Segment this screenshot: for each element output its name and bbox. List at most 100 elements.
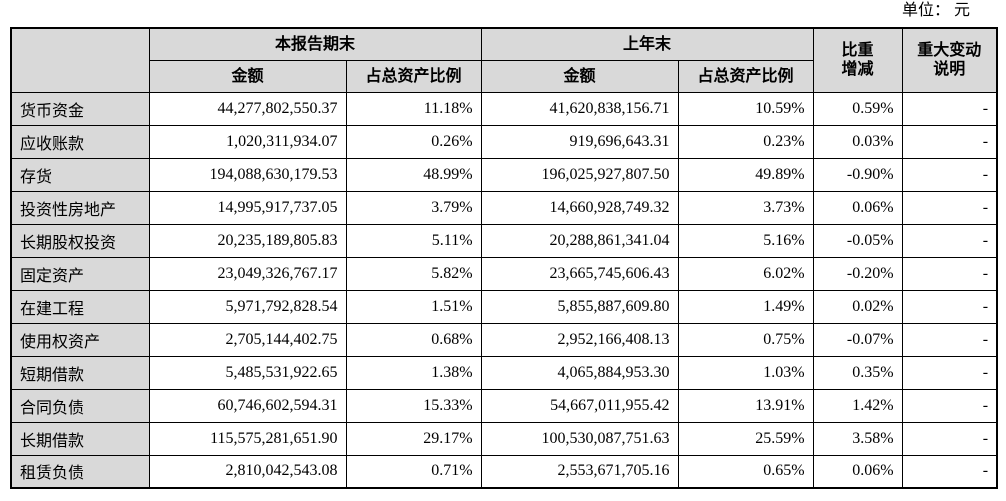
explanation-header-label: 重大变动说明 — [917, 42, 982, 79]
item-cell: 使用权资产 — [10, 322, 150, 357]
prior-amount-cell: 100,530,087,751.63 — [480, 421, 679, 456]
note-cell: - — [901, 289, 998, 324]
prior-ratio-cell: 0.65% — [677, 454, 814, 489]
item-cell: 货币资金 — [10, 91, 150, 126]
table-row: 短期借款 5,485,531,922.65 1.38% 4,065,884,953.3… — [10, 355, 998, 390]
current-amount-header: 金额 — [148, 59, 347, 93]
prior-ratio-cell: 1.49% — [677, 289, 814, 324]
note-cell: - — [901, 454, 998, 489]
note-cell: - — [901, 190, 998, 225]
change-cell: -0.05% — [812, 223, 903, 258]
item-cell: 在建工程 — [10, 289, 150, 324]
table-row: 合同负债 60,746,602,594.31 15.33% 54,667,011,95… — [10, 388, 998, 423]
table-row: 存货 194,088,630,179.53 48.99% 196,025,927,80… — [10, 157, 998, 192]
current-ratio-cell: 5.82% — [345, 256, 482, 291]
current-ratio-header: 占总资产比例 — [345, 59, 482, 93]
current-ratio-cell: 0.68% — [345, 322, 482, 357]
prior-ratio-cell: 1.03% — [677, 355, 814, 390]
table-row: 投资性房地产 14,995,917,737.05 3.79% 14,660,928,7… — [10, 190, 998, 225]
change-cell: 0.03% — [812, 124, 903, 159]
prior-amount-cell: 20,288,861,341.04 — [480, 223, 679, 258]
item-cell: 合同负债 — [10, 388, 150, 423]
prior-ratio-cell: 0.23% — [677, 124, 814, 159]
prior-ratio-cell: 25.59% — [677, 421, 814, 456]
current-ratio-cell: 0.26% — [345, 124, 482, 159]
prior-period-header: 上年末 — [480, 27, 814, 61]
prior-amount-cell: 23,665,745,606.43 — [480, 256, 679, 291]
note-cell: - — [901, 91, 998, 126]
table-row: 固定资产 23,049,326,767.17 5.82% 23,665,745,606… — [10, 256, 998, 291]
prior-ratio-cell: 6.02% — [677, 256, 814, 291]
note-cell: - — [901, 355, 998, 390]
current-ratio-cell: 11.18% — [345, 91, 482, 126]
current-ratio-cell: 5.11% — [345, 223, 482, 258]
item-cell: 投资性房地产 — [10, 190, 150, 225]
prior-ratio-cell: 10.59% — [677, 91, 814, 126]
current-ratio-cell: 29.17% — [345, 421, 482, 456]
current-amount-cell: 44,277,802,550.37 — [148, 91, 347, 126]
change-cell: 1.42% — [812, 388, 903, 423]
change-header-label: 比重增减 — [841, 42, 874, 79]
prior-amount-cell: 196,025,927,807.50 — [480, 157, 679, 192]
header-row-2: 金额 占总资产比例 金额 占总资产比例 — [11, 59, 997, 93]
note-cell: - — [901, 421, 998, 456]
current-amount-cell: 23,049,326,767.17 — [148, 256, 347, 291]
current-ratio-cell: 1.51% — [345, 289, 482, 324]
item-cell: 长期股权投资 — [10, 223, 150, 258]
prior-amount-cell: 5,855,887,609.80 — [480, 289, 679, 324]
table-body: 货币资金 44,277,802,550.37 11.18% 41,620,838,15… — [10, 91, 998, 489]
current-amount-cell: 115,575,281,651.90 — [148, 421, 347, 456]
table-row: 应收账款 1,020,311,934.07 0.26% 919,696,643.31 0… — [10, 124, 998, 159]
table-row: 租赁负债 2,810,042,543.08 0.71% 2,553,671,705.1… — [10, 454, 998, 489]
current-ratio-cell: 15.33% — [345, 388, 482, 423]
change-cell: -0.90% — [812, 157, 903, 192]
current-amount-cell: 20,235,189,805.83 — [148, 223, 347, 258]
current-ratio-cell: 1.38% — [345, 355, 482, 390]
prior-amount-cell: 4,065,884,953.30 — [480, 355, 679, 390]
change-cell: 0.35% — [812, 355, 903, 390]
note-cell: - — [901, 322, 998, 357]
prior-ratio-cell: 0.75% — [677, 322, 814, 357]
current-amount-cell: 194,088,630,179.53 — [148, 157, 347, 192]
current-amount-cell: 60,746,602,594.31 — [148, 388, 347, 423]
explanation-header: 重大变动说明 — [901, 27, 998, 93]
current-amount-cell: 14,995,917,737.05 — [148, 190, 347, 225]
item-column-header — [10, 27, 150, 93]
table-row: 货币资金 44,277,802,550.37 11.18% 41,620,838,15… — [10, 91, 998, 126]
table-row: 长期借款 115,575,281,651.90 29.17% 100,530,087,… — [10, 421, 998, 456]
current-ratio-cell: 48.99% — [345, 157, 482, 192]
item-cell: 应收账款 — [10, 124, 150, 159]
prior-amount-cell: 919,696,643.31 — [480, 124, 679, 159]
note-cell: - — [901, 256, 998, 291]
item-cell: 租赁负债 — [10, 454, 150, 489]
change-cell: 0.02% — [812, 289, 903, 324]
change-cell: 0.06% — [812, 454, 903, 489]
change-cell: 0.59% — [812, 91, 903, 126]
prior-ratio-header: 占总资产比例 — [677, 59, 814, 93]
prior-amount-cell: 41,620,838,156.71 — [480, 91, 679, 126]
note-cell: - — [901, 157, 998, 192]
prior-ratio-cell: 49.89% — [677, 157, 814, 192]
current-amount-cell: 2,705,144,402.75 — [148, 322, 347, 357]
item-cell: 短期借款 — [10, 355, 150, 390]
prior-amount-header: 金额 — [480, 59, 679, 93]
current-ratio-cell: 3.79% — [345, 190, 482, 225]
note-cell: - — [901, 223, 998, 258]
prior-amount-cell: 14,660,928,749.32 — [480, 190, 679, 225]
unit-label: 单位： 元 — [901, 2, 970, 19]
prior-amount-cell: 2,553,671,705.16 — [480, 454, 679, 489]
change-cell: 0.06% — [812, 190, 903, 225]
prior-ratio-cell: 3.73% — [677, 190, 814, 225]
current-ratio-cell: 0.71% — [345, 454, 482, 489]
item-cell: 长期借款 — [10, 421, 150, 456]
note-cell: - — [901, 388, 998, 423]
note-cell: - — [901, 124, 998, 159]
current-amount-cell: 5,971,792,828.54 — [148, 289, 347, 324]
item-cell: 存货 — [10, 157, 150, 192]
change-cell: 3.58% — [812, 421, 903, 456]
item-cell: 固定资产 — [10, 256, 150, 291]
prior-ratio-cell: 5.16% — [677, 223, 814, 258]
current-amount-cell: 1,020,311,934.07 — [148, 124, 347, 159]
table-row: 在建工程 5,971,792,828.54 1.51% 5,855,887,609.8… — [10, 289, 998, 324]
